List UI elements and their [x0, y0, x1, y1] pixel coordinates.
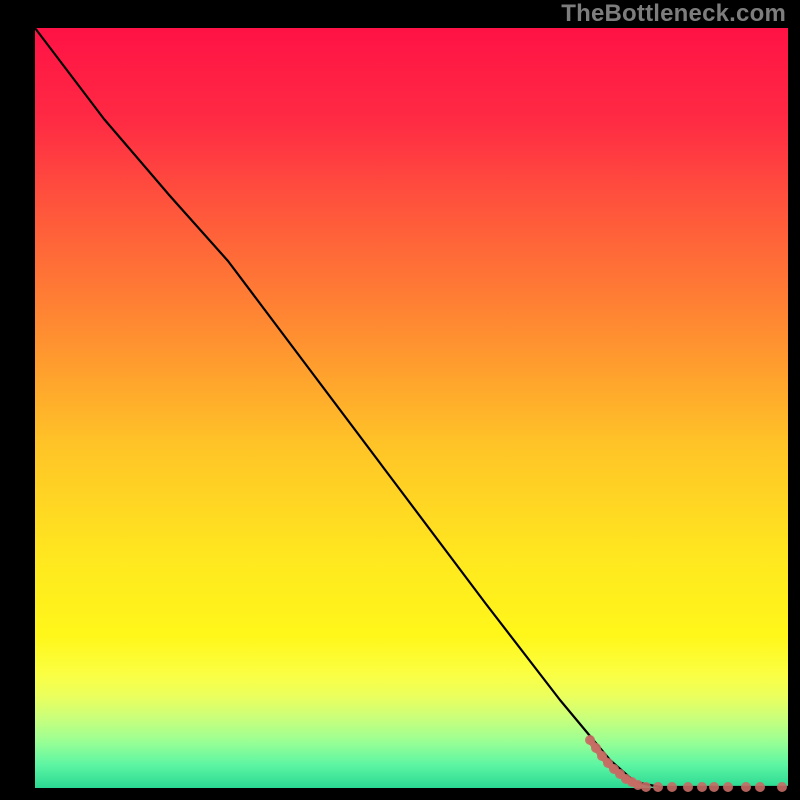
marker-dot — [709, 782, 719, 792]
marker-dot — [633, 780, 643, 790]
marker-dot — [585, 735, 595, 745]
marker-dot — [741, 782, 751, 792]
bottleneck-chart — [0, 0, 800, 800]
marker-dot — [777, 782, 787, 792]
marker-dot — [667, 782, 677, 792]
marker-dot — [755, 782, 765, 792]
marker-dot — [683, 782, 693, 792]
marker-dot — [723, 782, 733, 792]
chart-stage: TheBottleneck.com — [0, 0, 800, 800]
marker-dot — [591, 743, 601, 753]
marker-dot — [653, 782, 663, 792]
plot-background — [35, 28, 788, 788]
watermark-text: TheBottleneck.com — [561, 0, 786, 28]
marker-dot — [697, 782, 707, 792]
